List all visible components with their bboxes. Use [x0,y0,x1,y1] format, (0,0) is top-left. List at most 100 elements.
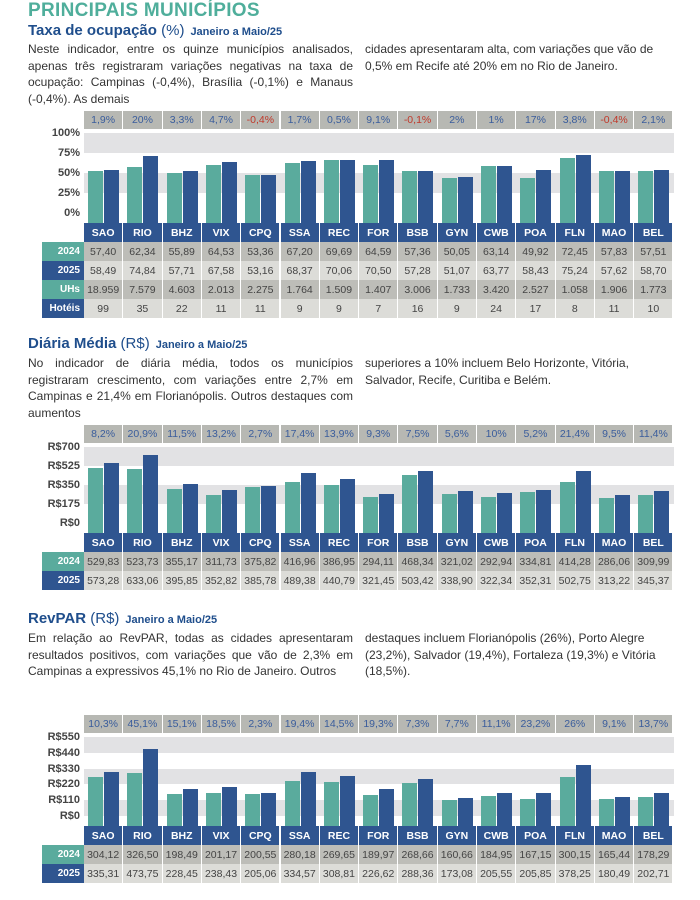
table-cell: 67,58 [201,261,242,280]
bar-2025-bsb [418,171,434,223]
table-cell: 53,16 [241,261,281,280]
bar-2025-rec [339,478,355,533]
grid-band [84,768,674,785]
bar-2025-cpq [261,792,277,826]
city-label: GYN [437,826,477,845]
variation-label: 3,8% [555,111,595,129]
city-label: VIX [201,826,242,845]
table-cell: 309,99 [634,552,674,571]
table-cell: 165,44 [594,845,635,864]
table-cell: 334,57 [280,864,320,883]
table-cell: 294,11 [359,552,399,571]
table-cell: 326,50 [123,845,163,864]
variation-label: 10% [477,425,517,443]
table-cell: 57,40 [84,242,124,261]
bar-2025-rio [143,155,159,223]
bar-2025-mao [614,796,630,826]
variation-label: 9,5% [594,425,635,443]
section-title-revpar: RevPAR (R$) Janeiro a Maio/25 [28,610,217,627]
table-cell: 502,75 [555,571,595,590]
y-tick-label: 25% [57,187,80,199]
bar-2025-sao [104,170,119,223]
bar-2024-for [363,496,379,533]
table-cell: 1.773 [634,280,674,299]
table-cell: 57,28 [398,261,438,280]
variation-label: 5,2% [516,425,556,443]
bar-2024-rio [127,773,143,826]
table-cell: 311,73 [201,552,242,571]
table-cell: 292,94 [477,552,517,571]
table-cell: 202,71 [634,864,674,883]
table-cell: 308,81 [319,864,360,883]
table-cell: 375,82 [241,552,281,571]
table-cell: 352,82 [201,571,242,590]
variation-label: 2,7% [241,425,281,443]
bar-2025-mao [614,494,630,533]
table-cell: 378,25 [555,864,595,883]
y-tick-label: 50% [57,167,80,179]
table-cell: 440,79 [319,571,360,590]
city-label: BSB [398,533,438,552]
variation-label: 13,2% [201,425,242,443]
bar-2025-rec [339,776,355,826]
table-cell: 57,51 [634,242,674,261]
city-label: RIO [123,533,163,552]
table-cell: 280,18 [280,845,320,864]
row-label: 2024 [42,845,84,864]
table-cell: 205,55 [477,864,517,883]
table-cell: 9 [280,299,320,318]
variation-label: 4,7% [201,111,242,129]
grid-band [84,133,674,153]
bar-2025-poa [536,170,552,223]
section-unit: (R$) [90,610,120,627]
city-label: POA [516,223,556,242]
variation-label: 45,1% [123,715,163,733]
bar-2025-bel [654,490,670,533]
bar-2024-poa [520,178,536,223]
table-cell: 180,49 [594,864,635,883]
variation-label: 9,1% [594,715,635,733]
bar-2025-bhz [182,789,198,826]
table-cell: 205,85 [516,864,556,883]
table-cell: 67,20 [280,242,320,261]
bar-2025-cwb [497,493,512,533]
table-cell: 68,37 [280,261,320,280]
table-cell: 268,66 [398,845,438,864]
y-tick-label: R$175 [47,498,80,510]
table-cell: 395,85 [162,571,202,590]
bar-2024-gyn [441,177,457,223]
variation-label: 7,5% [398,425,438,443]
table-cell: 468,34 [398,552,438,571]
variation-label: 11,5% [162,425,202,443]
table-cell: 63,14 [477,242,517,261]
city-label: FLN [555,533,595,552]
table-cell: 3.006 [398,280,438,299]
grid-band [84,737,674,753]
variation-label: 20,9% [123,425,163,443]
bar-2025-gyn [457,798,473,826]
y-tick-label: 100% [51,127,80,139]
row-label: 2024 [42,552,84,571]
table-cell: 57,62 [594,261,635,280]
bar-2025-for [379,493,395,533]
section-title: Taxa de ocupação [28,22,157,39]
table-cell: 633,06 [123,571,163,590]
bar-2025-cpq [261,485,277,533]
city-label: BEL [634,826,674,845]
bar-2025-rio [143,749,159,826]
section-unit: (%) [161,22,185,39]
section-title: Diária Média [28,335,117,352]
table-cell: 9 [437,299,477,318]
city-label: BSB [398,826,438,845]
variation-label: 1% [477,111,517,129]
bar-2025-ssa [300,472,316,533]
bar-2024-mao [598,799,614,826]
bar-2024-poa [520,798,536,826]
bar-2024-sao [88,171,103,223]
grid-band [84,447,674,466]
bar-2024-for [363,795,379,826]
city-label: GYN [437,223,477,242]
bar-2025-cwb [497,165,512,223]
table-cell: 57,83 [594,242,635,261]
paragraph-right: destaques incluem Florianópolis (26%), P… [365,631,656,678]
